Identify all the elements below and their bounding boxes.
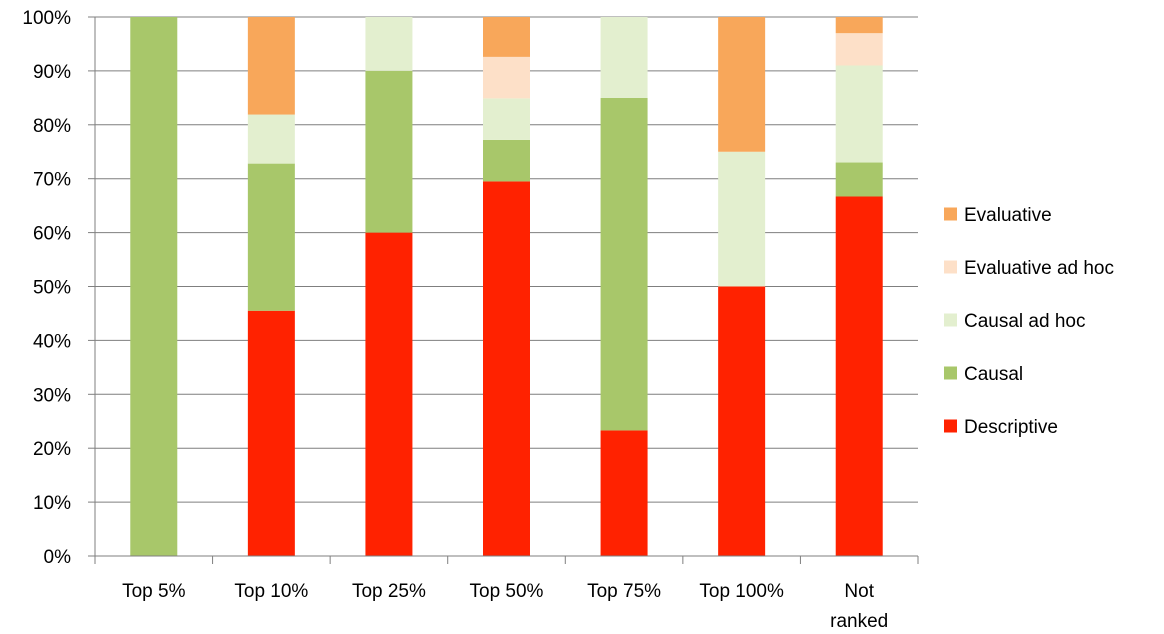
bar-segment-causal-ad-hoc [600,17,648,98]
legend-swatch [944,207,957,221]
bar-segment-evaluative [835,17,883,34]
y-tick-label: 80% [33,116,71,137]
bar-segment-evaluative-ad-hoc [835,33,883,66]
x-tick-label: Top 5% [122,581,185,602]
x-tick-label: Top 75% [587,581,661,602]
legend-label: Causal [964,364,1023,385]
x-tick-labels: Top 5% Top 10% Top 25% Top 50% Top 75% Top 10… [122,581,888,632]
bar-segment-evaluative [718,17,766,152]
legend-swatch [944,419,957,433]
y-tick-label: 60% [33,224,71,245]
y-tick-label: 50% [33,278,71,299]
legend-label: Causal ad hoc [964,311,1085,332]
y-tick-labels: 0% 10% 20% 30% 40% 50% 60% 70% 80% 90% 100% [22,8,71,568]
bar-segment-evaluative-ad-hoc [483,56,530,99]
bar-segment-causal-ad-hoc [483,98,530,140]
y-tick-label: 100% [22,8,71,29]
y-tick-label: 20% [33,439,71,460]
bar-segment-causal [835,162,883,197]
y-tick-label: 70% [33,170,71,191]
y-tick-label: 10% [33,493,71,514]
bar-segment-causal [483,139,530,182]
y-tick-label: 0% [44,547,72,568]
bar-segment-descriptive [718,286,766,556]
x-tick-label: Top 100% [699,581,784,602]
legend-item-causal-ad-hoc: Causal ad hoc [944,311,1085,332]
bar-segment-causal [365,70,413,233]
bar-segment-causal [130,17,178,556]
bar-segment-evaluative [247,17,295,115]
legend-label: Evaluative ad hoc [964,258,1114,279]
legend-swatch [944,366,957,380]
legend-swatch [944,260,957,274]
bar-segment-causal [600,97,648,431]
bar-segment-descriptive [835,196,883,556]
x-tick-label: Top 10% [234,581,308,602]
bar-segment-causal [247,163,295,311]
y-tick-label: 30% [33,385,71,406]
bars [130,17,883,556]
bar-segment-causal-ad-hoc [835,65,883,163]
legend-label: Evaluative [964,205,1052,226]
bar-segment-causal-ad-hoc [247,114,295,164]
bar-segment-descriptive [365,232,413,556]
legend-item-evaluative: Evaluative [944,205,1052,226]
x-tick-label: Top 50% [470,581,544,602]
legend-label: Descriptive [964,417,1058,438]
bar-segment-causal-ad-hoc [365,17,413,71]
legend-item-evaluative-ad-hoc: Evaluative ad hoc [944,258,1114,279]
legend-item-descriptive: Descriptive [944,417,1058,438]
legend-item-causal: Causal [944,364,1023,385]
axes [88,16,919,564]
x-tick-label: Top 25% [352,581,426,602]
bar-segment-descriptive [247,310,295,556]
bar-segment-evaluative [483,17,530,57]
legend-swatch [944,313,957,327]
y-tick-label: 90% [33,62,71,83]
bar-segment-descriptive [483,181,530,556]
bar-segment-descriptive [600,430,648,556]
legend: Evaluative Evaluative ad hoc Causal ad hoc… [944,205,1114,438]
bar-segment-causal-ad-hoc [718,151,766,287]
x-tick-label: Not ranked [830,581,888,632]
y-tick-label: 40% [33,331,71,352]
